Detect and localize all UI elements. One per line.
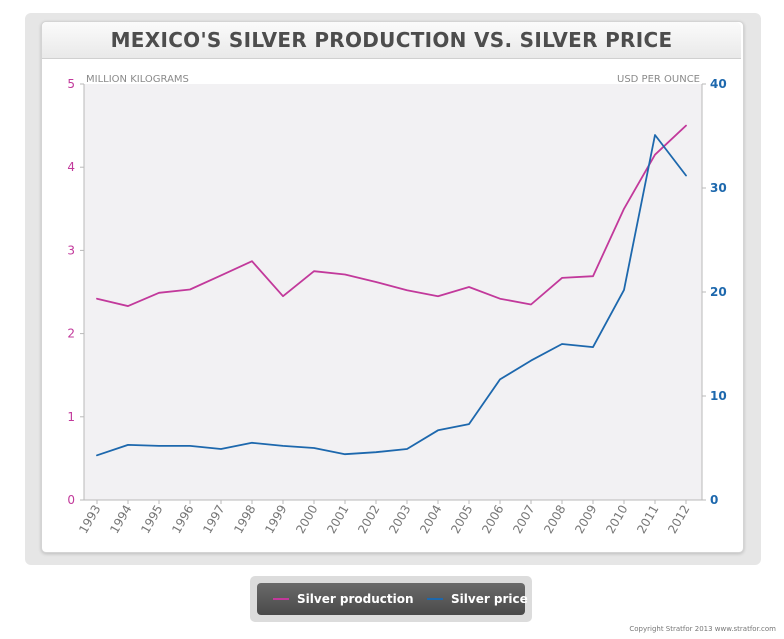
series-group <box>96 124 687 457</box>
x-tick-label: 2011 <box>634 503 661 536</box>
x-tick-label: 1993 <box>76 503 103 536</box>
chart-title: MEXICO'S SILVER PRODUCTION VS. SILVER PR… <box>110 28 673 52</box>
x-tick-label: 1997 <box>200 503 227 536</box>
left-tick-label: 2 <box>67 327 75 341</box>
x-tick-label: 2005 <box>448 503 475 536</box>
x-tick-label: 2004 <box>417 503 444 536</box>
left-tick-label: 0 <box>67 493 75 507</box>
legend <box>257 583 525 615</box>
plot-area <box>84 84 702 500</box>
x-tick-label: 2007 <box>510 503 537 536</box>
right-tick-label: 30 <box>710 181 727 195</box>
x-tick-label: 2008 <box>541 503 568 536</box>
left-tick-label: 3 <box>67 243 75 257</box>
legend-label-production: Silver production <box>297 592 414 606</box>
x-tick-label: 1998 <box>231 503 258 536</box>
x-tick-label: 1996 <box>169 503 196 536</box>
left-tick-label: 1 <box>67 410 75 424</box>
x-tick-label: 2006 <box>479 503 506 536</box>
right-tick-label: 20 <box>710 285 727 299</box>
left-axis: 0 1 2 3 4 5 <box>67 77 85 507</box>
x-tick-label: 2001 <box>324 503 351 536</box>
x-tick-label: 2003 <box>386 503 413 536</box>
x-axis: 1993 1994 1995 1996 1997 1998 1999 2000 2001 2002… <box>76 499 702 536</box>
x-tick-label: 2002 <box>355 503 382 536</box>
right-tick-label: 0 <box>710 493 718 507</box>
legend-swatch-price <box>427 598 443 600</box>
x-tick-label: 2012 <box>665 503 692 536</box>
x-tick-label: 2000 <box>293 503 320 536</box>
legend-label-price: Silver price <box>451 592 528 606</box>
right-axis: 0 10 20 30 40 <box>701 77 727 507</box>
x-tick-label: 1994 <box>107 503 134 536</box>
legend-swatch-production <box>273 598 289 600</box>
series-line-silver-production <box>96 124 687 308</box>
title-bar <box>42 22 741 59</box>
left-tick-label: 5 <box>67 77 75 91</box>
series-line-silver-price <box>96 134 687 457</box>
right-tick-label: 40 <box>710 77 727 91</box>
right-tick-label: 10 <box>710 389 727 403</box>
x-tick-label: 1999 <box>262 503 289 536</box>
right-axis-label: USD PER OUNCE <box>617 74 700 85</box>
x-tick-label: 2010 <box>603 503 630 536</box>
x-tick-label: 1995 <box>138 503 165 536</box>
left-tick-label: 4 <box>67 160 75 174</box>
left-axis-label: MILLION KILOGRAMS <box>86 74 189 85</box>
x-tick-label: 2009 <box>572 503 599 536</box>
copyright: Copyright Stratfor 2013 www.stratfor.com <box>629 625 776 633</box>
